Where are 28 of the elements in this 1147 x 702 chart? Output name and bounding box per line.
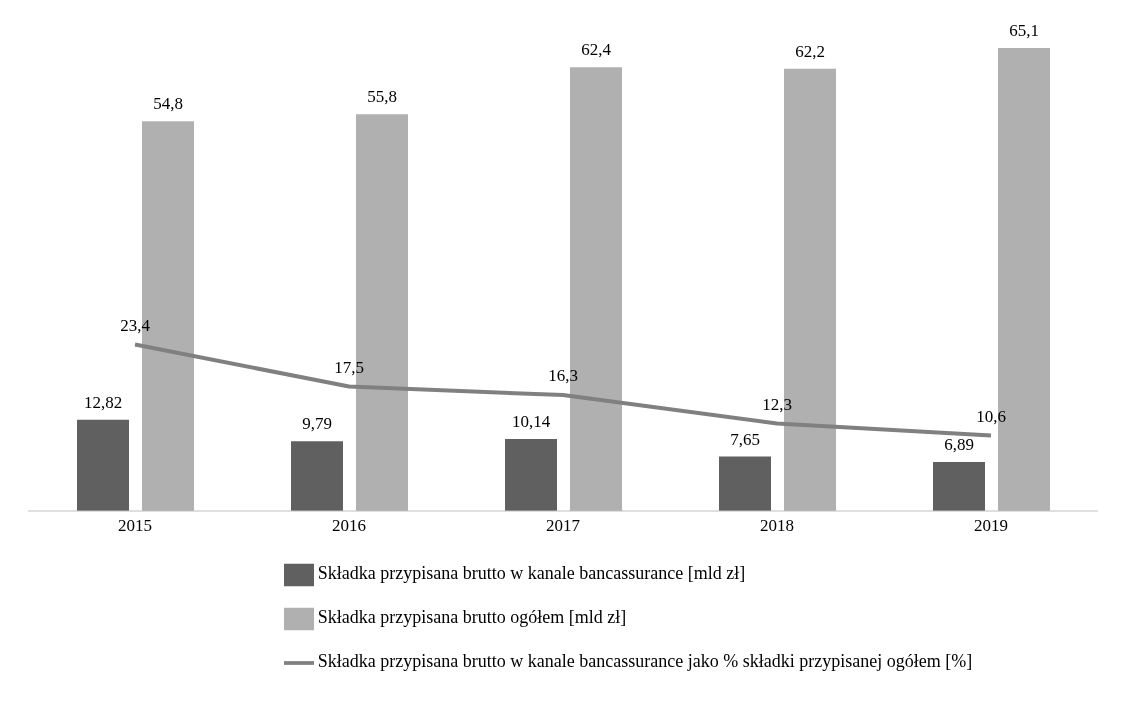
data-label: 6,89 xyxy=(944,435,974,454)
x-tick-label: 2016 xyxy=(332,516,366,536)
x-tick-label: 2018 xyxy=(760,516,794,536)
bar xyxy=(933,462,985,511)
bar xyxy=(77,419,129,511)
data-label: 65,1 xyxy=(1009,21,1039,40)
data-label: 23,4 xyxy=(120,315,151,335)
data-label: 9,79 xyxy=(302,414,332,434)
bar xyxy=(505,438,557,511)
legend-label: Składka przypisana brutto ogółem [mld zł] xyxy=(317,607,627,627)
x-tick-label: 2017 xyxy=(546,516,581,536)
bar xyxy=(291,441,343,511)
data-label: 62,2 xyxy=(795,41,825,61)
bar xyxy=(719,456,771,511)
data-label: 12,82 xyxy=(83,392,123,412)
x-tick-label: 2015 xyxy=(118,516,152,536)
data-label: 54,8 xyxy=(153,94,183,114)
data-label: 12,3 xyxy=(762,394,792,414)
data-label: 16,3 xyxy=(548,366,578,386)
data-label: 7,65 xyxy=(730,429,760,449)
legend-label: Składka przypisana brutto w kanale bancassurance jako % składki przypisanej ogółem [%] xyxy=(317,651,973,671)
data-label: 10,14 xyxy=(511,411,551,431)
data-label: 10,6 xyxy=(976,406,1006,426)
x-tick-label: 2019 xyxy=(974,516,1008,536)
data-label: 55,8 xyxy=(367,87,397,107)
data-label: 17,5 xyxy=(334,357,364,377)
legend-label: Składka przypisana brutto w kanale bancassurance [mld zł] xyxy=(317,563,746,583)
data-label: 62,4 xyxy=(581,40,612,60)
